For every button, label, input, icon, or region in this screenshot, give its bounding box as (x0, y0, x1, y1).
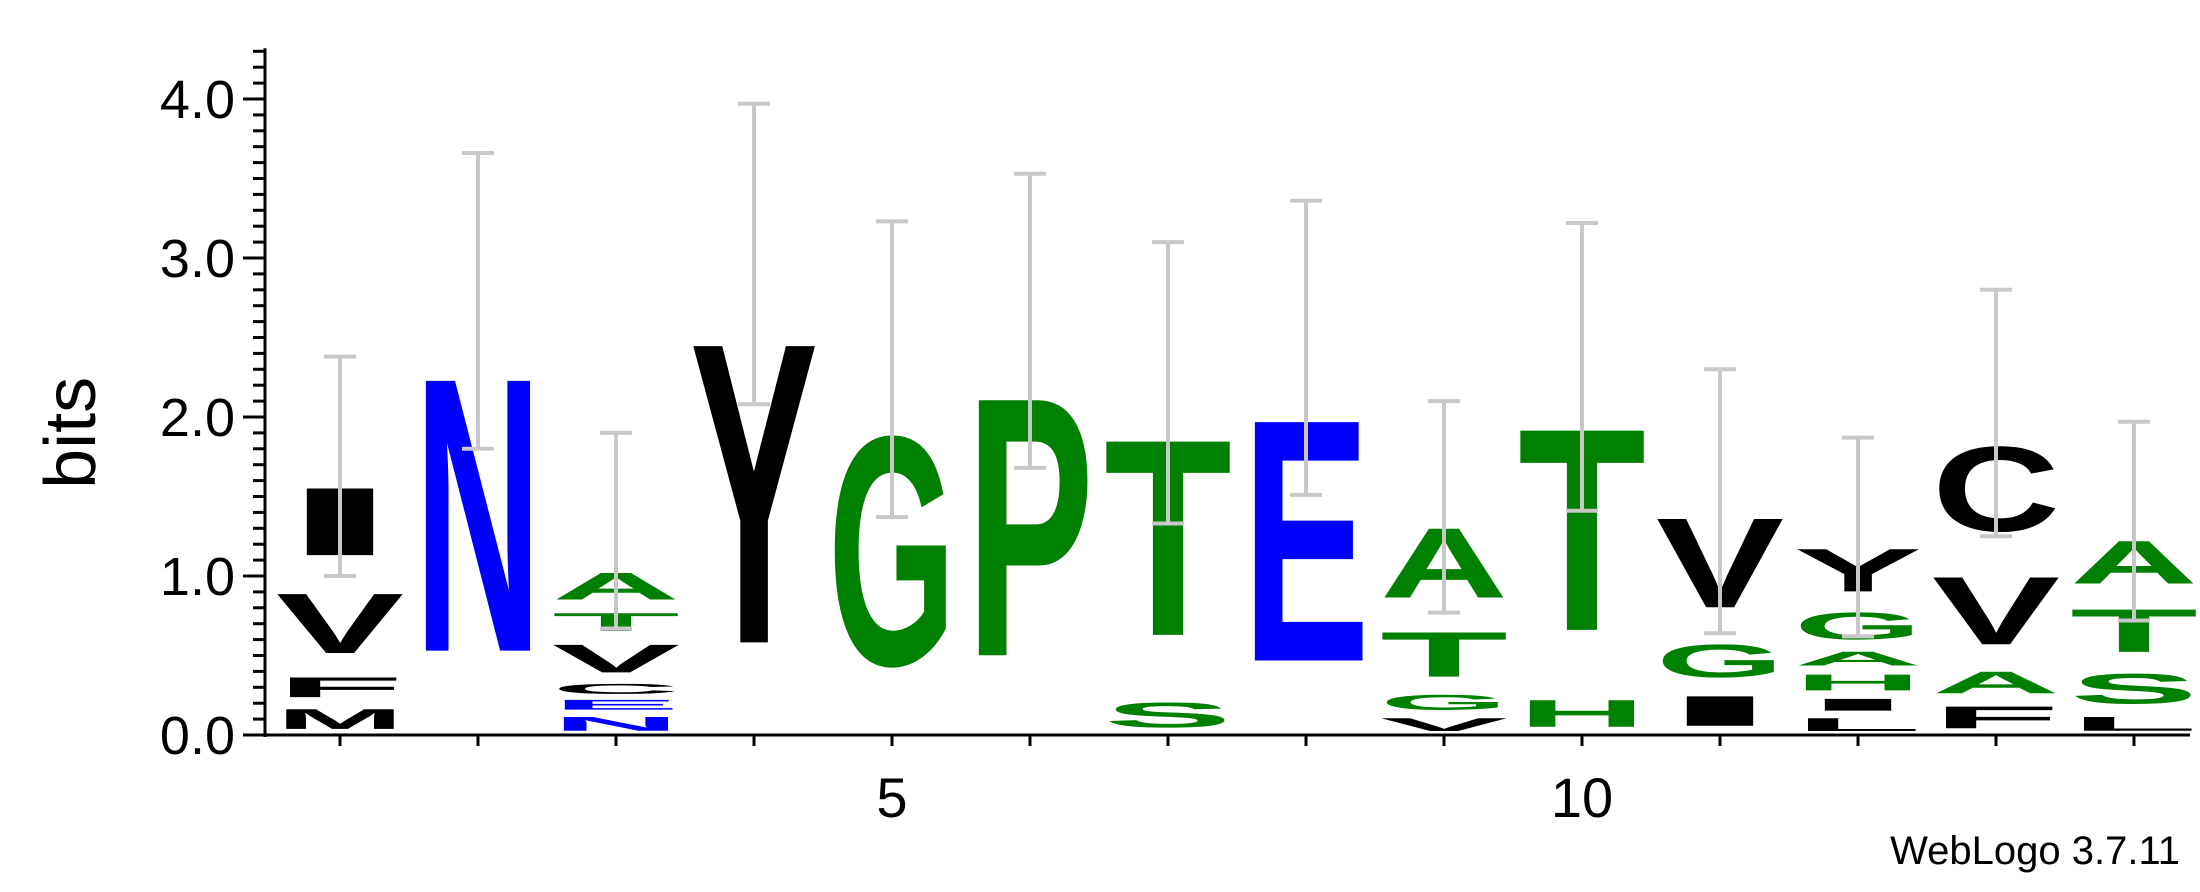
error-bar (600, 430, 632, 631)
error-bar (738, 101, 770, 407)
logo-letter-F: F (1932, 700, 2060, 735)
logo-letter-H: H (1518, 692, 1646, 735)
error-bar (1566, 221, 1598, 513)
logo-letter-F: F (276, 671, 404, 703)
error-bar (2118, 419, 2150, 623)
error-bar (324, 354, 356, 578)
y-tick-label: 1.0 (160, 547, 235, 607)
error-bar (462, 151, 494, 451)
logo-letter-I: I (1794, 695, 1922, 714)
logo-letter-M: M (276, 703, 404, 735)
error-bar (876, 219, 908, 520)
logo-letter-L: L (2070, 713, 2198, 735)
logo-letter-G: G (1380, 690, 1508, 714)
x-axis: 5 10 (265, 733, 2190, 829)
logo-letter-T: T (1380, 619, 1508, 691)
letter-stacks: MFVINNECVTAYGPSTEVGTAHTIGVLIHAGYFAVCLSTA (276, 252, 2198, 735)
y-axis-label-group: bits (31, 377, 111, 489)
logo-letter-A: A (1932, 665, 2060, 700)
error-bar (1014, 171, 1046, 470)
logo-letter-V: V (1380, 714, 1508, 735)
error-bar (1152, 240, 1184, 526)
logo-letter-V: V (276, 576, 404, 671)
logo-letter-G: G (1656, 634, 1784, 687)
y-tick-label: 2.0 (160, 388, 235, 448)
y-tick-label: 3.0 (160, 229, 235, 289)
error-bar (1980, 287, 2012, 539)
logo-letter-L: L (1794, 714, 1922, 735)
logo-letter-S: S (1104, 695, 1232, 735)
x-tick-label: 5 (876, 766, 907, 829)
logo-letter-V: V (552, 637, 680, 681)
error-bar (1290, 198, 1322, 497)
logo-letter-V: V (1932, 557, 2060, 665)
y-axis-label: bits (31, 377, 111, 489)
error-bar (1704, 367, 1736, 636)
error-bar (1428, 399, 1460, 615)
x-tick-label: 10 (1551, 766, 1613, 829)
y-tick-label: 0.0 (160, 706, 235, 766)
y-tick-label: 4.0 (160, 70, 235, 130)
logo-letter-A: A (1794, 647, 1922, 669)
logo-letter-C: C (552, 681, 680, 697)
logo-letter-E: E (552, 697, 680, 713)
logo-letter-S: S (2070, 665, 2198, 713)
error-bar (1842, 435, 1874, 639)
logo-letter-I: I (1656, 687, 1784, 735)
logo-letter-H: H (1794, 670, 1922, 695)
weblogo-credit: WebLogo 3.7.11 (1890, 829, 2180, 873)
y-axis: 0.0 1.0 2.0 3.0 4.0 (160, 48, 267, 766)
logo-letter-N: N (552, 713, 680, 735)
error-bars (324, 101, 2150, 639)
